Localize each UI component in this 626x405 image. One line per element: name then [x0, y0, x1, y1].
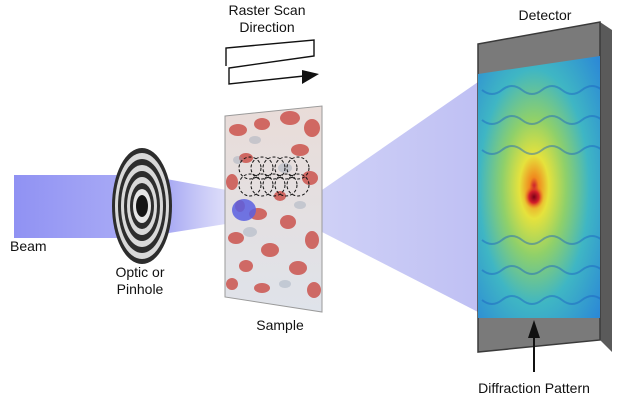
- diffraction-center-spot: [524, 185, 544, 209]
- diffraction-pointer-arrow: [528, 320, 540, 372]
- optic-label-line1: Optic or: [115, 264, 165, 280]
- raster-scan-label: Raster Scan Direction: [212, 2, 322, 36]
- raster-scan-label-line1: Raster Scan: [228, 2, 306, 18]
- zone-plate-optic: [112, 148, 172, 264]
- optic-label: Optic or Pinhole: [100, 264, 180, 298]
- scan-positions: [238, 156, 310, 197]
- detector: [477, 21, 612, 353]
- beam-spot: [232, 199, 256, 221]
- detector-label: Detector: [518, 7, 572, 23]
- beam-label: Beam: [10, 238, 47, 254]
- optic-label-line2: Pinhole: [116, 281, 164, 297]
- diffracted-beam: [322, 82, 478, 312]
- sample-label: Sample: [256, 317, 304, 333]
- raster-scan-arrow: [225, 39, 319, 85]
- diffraction-pattern-label: Diffraction Pattern: [478, 380, 590, 396]
- raster-scan-label-line2: Direction: [239, 19, 295, 35]
